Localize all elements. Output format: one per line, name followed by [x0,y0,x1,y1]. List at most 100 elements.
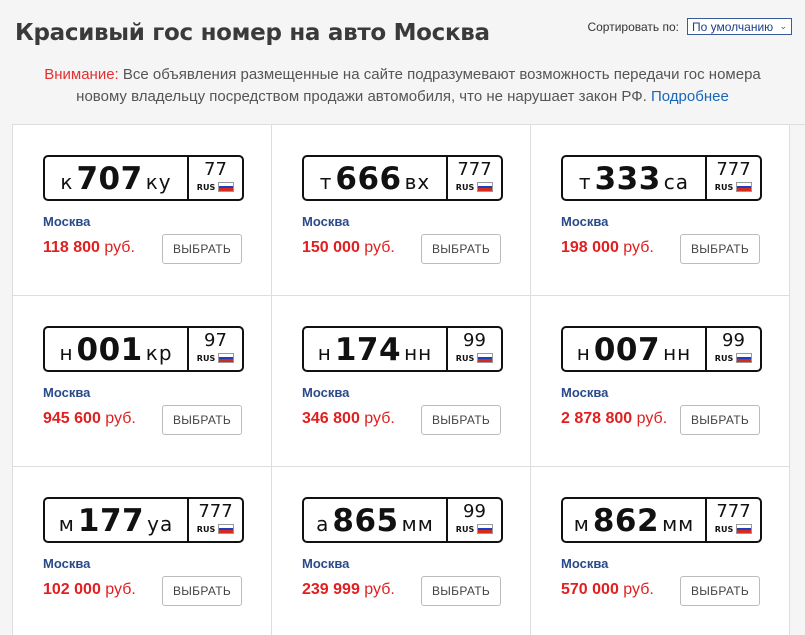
plate-country-code: RUS [455,182,475,192]
license-plate[interactable]: а 865 мм 99 RUS [302,497,503,543]
listing-card[interactable]: а 865 мм 99 RUS Москва 239 999 руб. ВЫБР… [272,467,531,635]
listing-price: 945 600 руб. [43,410,136,428]
plate-digits: 001 [76,332,143,368]
listing-card[interactable]: т 666 вх 777 RUS Москва 150 000 руб. ВЫБ… [272,125,531,296]
plate-letter-1: н [576,341,591,365]
plate-letters-2: уа [147,512,174,536]
listing-card[interactable]: к 707 ку 77 RUS Москва 118 800 руб. ВЫБР… [13,125,272,296]
chevron-down-icon: ⌄ [779,21,787,31]
license-plate[interactable]: т 333 са 777 RUS [561,155,762,201]
select-button[interactable]: ВЫБРАТЬ [162,405,242,435]
plate-letters-2: вх [404,170,431,194]
plate-digits: 865 [332,503,399,539]
listing-price: 150 000 руб. [302,239,395,257]
notice-text-2: новому владельцу посредством продажи авт… [76,88,647,105]
plate-country: RUS [715,353,753,363]
price-amount: 118 800 [43,239,100,256]
plate-country-code: RUS [196,182,216,192]
price-currency: руб. [364,410,395,427]
plate-number: н 007 нн [563,328,707,370]
select-button[interactable]: ВЫБРАТЬ [680,405,760,435]
price-currency: руб. [623,581,654,598]
plate-region: 99 RUS [448,328,501,370]
plate-number: н 001 кр [45,328,189,370]
price-amount: 2 878 800 [561,410,633,427]
listing-city: Москва [561,214,609,229]
notice-text-1: Все объявления размещенные на сайте подр… [118,66,761,83]
license-plate[interactable]: м 177 уа 777 RUS [43,497,244,543]
listing-city: Москва [43,556,91,571]
listing-city: Москва [302,385,350,400]
price-amount: 150 000 [302,239,360,256]
price-currency: руб. [104,239,135,256]
price-currency: руб. [623,239,654,256]
listing-price: 198 000 руб. [561,239,654,257]
select-button[interactable]: ВЫБРАТЬ [421,576,501,606]
license-plate[interactable]: н 174 нн 99 RUS [302,326,503,372]
select-button[interactable]: ВЫБРАТЬ [680,234,760,264]
listing-price: 239 999 руб. [302,581,395,599]
plate-letter-1: а [316,512,330,536]
plate-digits: 862 [592,503,660,539]
plate-number: а 865 мм [304,499,448,541]
plate-country-code: RUS [196,524,216,534]
sort-select[interactable]: По умолчанию ⌄ [687,18,792,35]
price-amount: 346 800 [302,410,360,427]
select-button[interactable]: ВЫБРАТЬ [680,576,760,606]
plate-region: 777 RUS [707,157,760,199]
plate-digits: 666 [335,161,402,197]
notice-warning-label: Внимание: [44,66,119,83]
license-plate[interactable]: к 707 ку 77 RUS [43,155,244,201]
listing-price: 118 800 руб. [43,239,135,257]
plate-digits: 007 [593,332,661,368]
select-button[interactable]: ВЫБРАТЬ [421,234,501,264]
plate-region-code: 77 [204,159,227,180]
plate-digits: 333 [594,161,661,197]
plate-region-code: 97 [204,330,227,351]
license-plate[interactable]: н 007 нн 99 RUS [561,326,762,372]
select-button[interactable]: ВЫБРАТЬ [421,405,501,435]
plate-letters-2: ку [145,170,172,194]
russia-flag-icon [736,182,753,192]
plate-letter-1: т [578,170,592,194]
plate-letters-2: кр [145,341,173,365]
price-currency: руб. [364,239,395,256]
plate-letters-2: нн [404,341,433,365]
listing-price: 2 878 800 руб. [561,410,667,428]
plate-region: 777 RUS [707,499,760,541]
listing-card[interactable]: м 862 мм 777 RUS Москва 570 000 руб. ВЫБ… [531,467,790,635]
plate-country-code: RUS [455,353,475,363]
plate-country: RUS [196,182,235,192]
price-amount: 239 999 [302,581,360,598]
price-amount: 102 000 [43,581,101,598]
listing-card[interactable]: н 001 кр 97 RUS Москва 945 600 руб. ВЫБР… [13,296,272,467]
notice-line-1: Внимание: Все объявления размещенные на … [0,64,805,86]
listing-card[interactable]: н 174 нн 99 RUS Москва 346 800 руб. ВЫБР… [272,296,531,467]
plate-region: 77 RUS [189,157,242,199]
plate-region-code: 777 [716,501,751,522]
license-plate[interactable]: м 862 мм 777 RUS [561,497,762,543]
russia-flag-icon [736,524,753,534]
page-title: Красивый гос номер на авто Москва [15,20,490,46]
listing-card[interactable]: м 177 уа 777 RUS Москва 102 000 руб. ВЫБ… [13,467,272,635]
plate-region: 777 RUS [189,499,242,541]
license-plate[interactable]: т 666 вх 777 RUS [302,155,503,201]
listing-price: 346 800 руб. [302,410,395,428]
plate-region-code: 99 [463,330,486,351]
select-button[interactable]: ВЫБРАТЬ [162,234,242,264]
russia-flag-icon [736,353,753,363]
plate-region-code: 99 [722,330,745,351]
plate-number: т 666 вх [304,157,448,199]
plate-region: 97 RUS [189,328,242,370]
russia-flag-icon [218,353,235,363]
listing-card[interactable]: н 007 нн 99 RUS Москва 2 878 800 руб. ВЫ… [531,296,790,467]
russia-flag-icon [218,524,235,534]
plate-country-code: RUS [455,524,475,534]
select-button[interactable]: ВЫБРАТЬ [162,576,242,606]
license-plate[interactable]: н 001 кр 97 RUS [43,326,244,372]
price-currency: руб. [105,410,136,427]
more-link[interactable]: Подробнее [651,88,729,105]
plate-region: 99 RUS [448,499,501,541]
plate-region-code: 777 [457,159,492,180]
listing-card[interactable]: т 333 са 777 RUS Москва 198 000 руб. ВЫБ… [531,125,790,296]
